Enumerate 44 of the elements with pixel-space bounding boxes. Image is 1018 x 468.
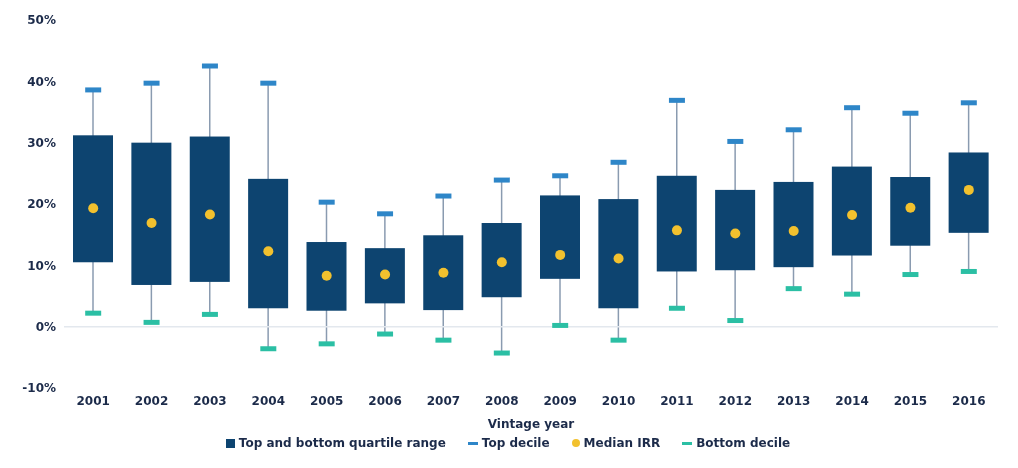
x-tick-label: 2014 (835, 393, 869, 408)
legend-label: Bottom decile (696, 436, 791, 450)
y-tick-label: 50% (27, 13, 56, 28)
y-tick-label: -10% (22, 381, 56, 396)
point (613, 253, 624, 264)
legend-label: Top and bottom quartile range (238, 436, 446, 450)
x-tick-label: 2004 (251, 393, 286, 408)
point (671, 225, 682, 236)
x-tick-label: 2001 (76, 393, 110, 408)
x-tick-label: 2007 (426, 393, 461, 408)
point (905, 202, 916, 213)
point (847, 210, 858, 221)
y-tick-label: 10% (27, 258, 56, 273)
point (88, 203, 99, 214)
point (146, 218, 157, 229)
y-tick-label: 30% (27, 135, 56, 150)
x-tick-label: 2011 (660, 393, 694, 408)
point (555, 249, 566, 260)
point (204, 209, 215, 220)
y-tick-label: 40% (27, 74, 56, 89)
point (496, 257, 507, 268)
point (263, 246, 274, 257)
x-tick-label: 2013 (776, 393, 811, 408)
x-tick-label: 2016 (952, 393, 986, 408)
x-tick-label: 2009 (543, 393, 577, 408)
y-tick-label: 20% (27, 197, 56, 212)
point (380, 269, 391, 280)
x-tick-label: 2003 (193, 393, 227, 408)
point (321, 270, 332, 281)
x-tick-label: 2006 (368, 393, 402, 408)
y-tick-label: 0% (35, 319, 56, 334)
x-tick-label: 2008 (485, 393, 519, 408)
point (788, 225, 799, 236)
x-tick-label: 2010 (601, 393, 636, 408)
x-tick-label: 2015 (893, 393, 928, 408)
x-axis-title: Vintage year (487, 417, 575, 431)
legend-label: Median IRR (583, 436, 661, 450)
x-tick-label: 2005 (309, 393, 344, 408)
point (963, 184, 974, 195)
x-tick-label: 2002 (134, 393, 169, 408)
point (438, 267, 449, 278)
point (730, 228, 741, 239)
x-tick-label: 2012 (718, 393, 753, 408)
legend-label: Top decile (481, 436, 550, 450)
